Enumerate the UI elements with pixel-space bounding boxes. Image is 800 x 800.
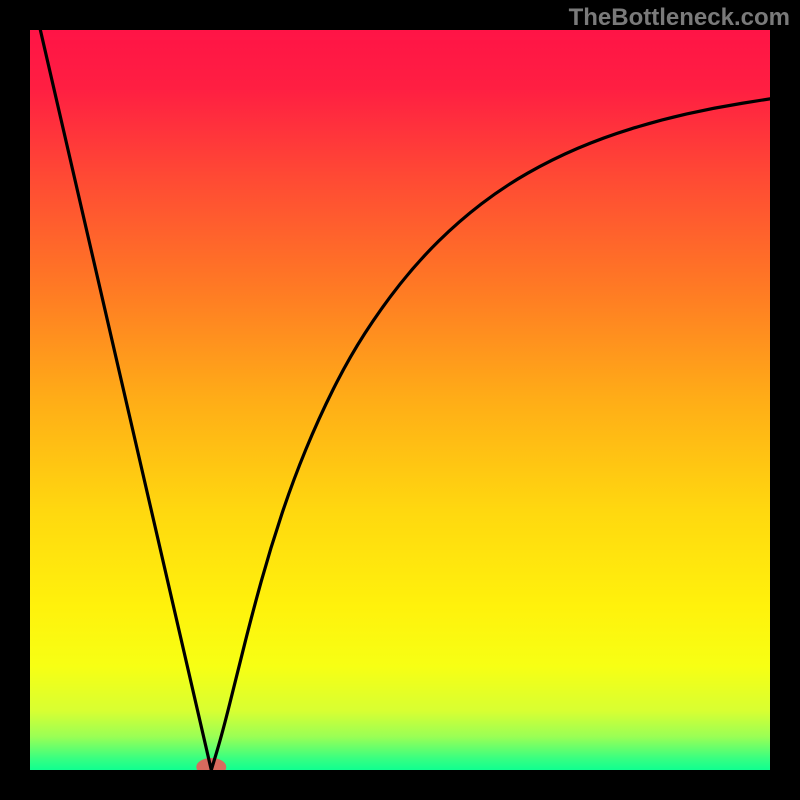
- bottleneck-chart: [30, 30, 770, 770]
- chart-container: TheBottleneck.com: [0, 0, 800, 800]
- plot-area: [30, 30, 770, 770]
- gradient-background: [30, 30, 770, 770]
- watermark-text: TheBottleneck.com: [569, 4, 790, 32]
